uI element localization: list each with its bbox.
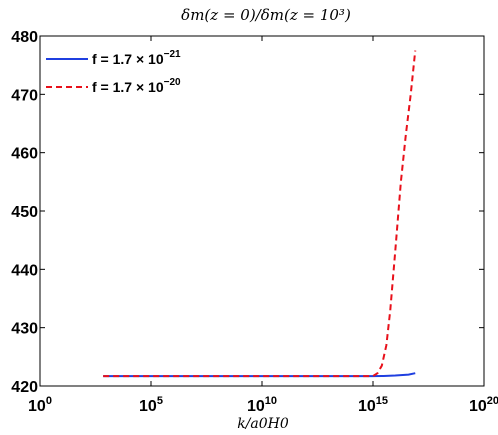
axis-ticks: 100 105 1010 1015 1020 420 430 440 450 460 470 480 [11,29,498,415]
chart-title: δm(z = 0)/δm(z = 10³) [181,6,351,24]
x-tick-label: 105 [139,395,163,415]
y-tick-label: 470 [11,87,38,104]
y-tick-label: 420 [11,379,38,396]
plot-area [103,50,417,378]
y-tick-label: 430 [11,321,38,338]
y-tick-label: 480 [11,29,38,46]
legend-label-2: f = 1.7 × 10−20 [92,77,181,95]
x-tick-label: 1020 [469,395,498,415]
x-axis-label: k/a0H0 [237,416,289,432]
y-tick-label: 460 [11,146,38,163]
y-tick-label: 450 [11,204,38,221]
legend: f = 1.7 × 10−21 f = 1.7 × 10−20 [46,49,181,95]
x-tick-label: 100 [28,395,52,415]
y-tick-label: 440 [11,262,38,279]
series-line-2 [103,50,417,378]
x-tick-label: 1010 [247,395,277,415]
legend-label-1: f = 1.7 × 10−21 [92,49,181,67]
x-tick-label: 1015 [358,395,388,415]
